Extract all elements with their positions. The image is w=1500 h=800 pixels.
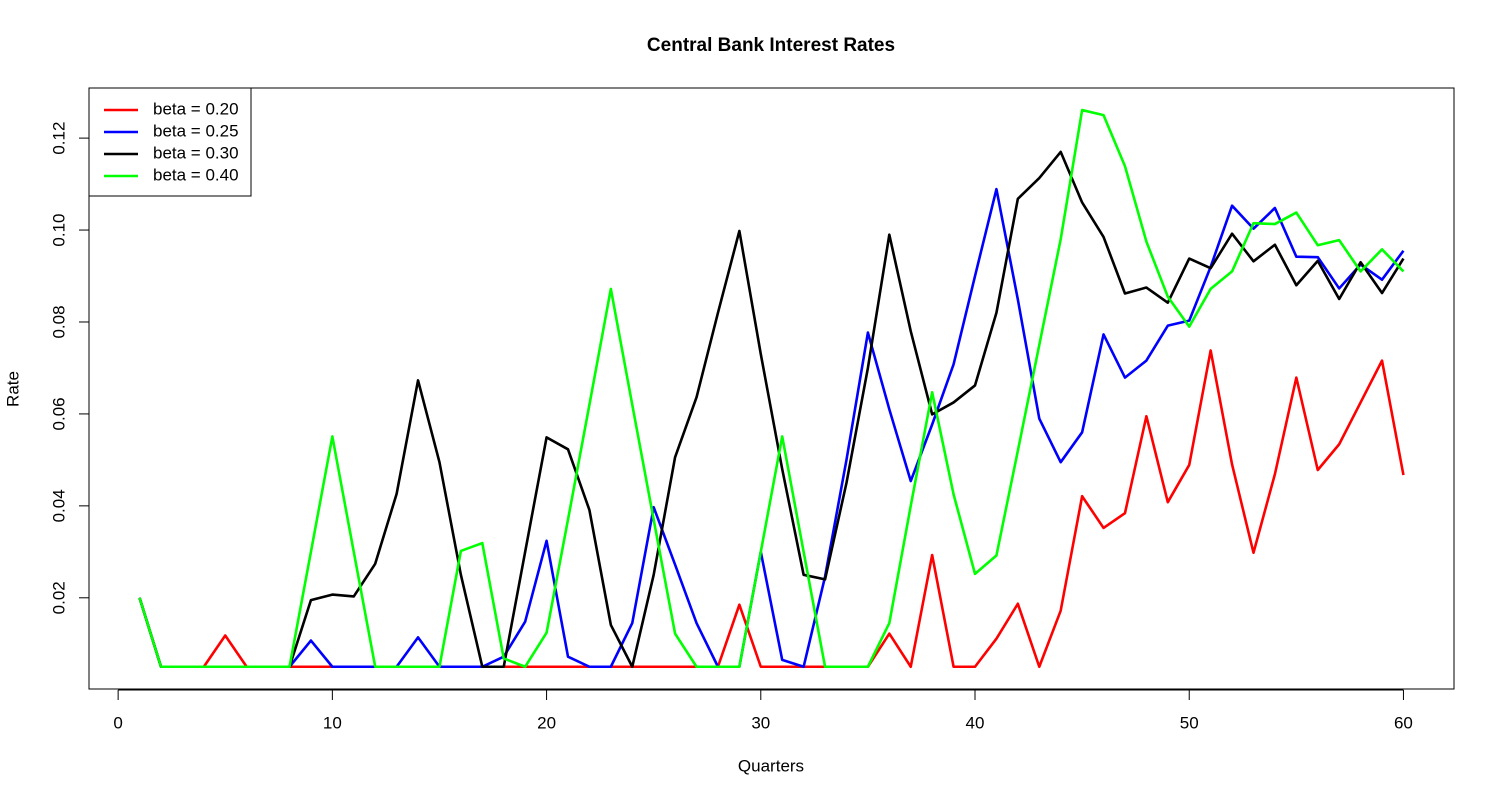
legend-label: beta = 0.40 xyxy=(153,165,239,184)
x-tick-label: 0 xyxy=(113,713,122,732)
chart-title: Central Bank Interest Rates xyxy=(647,35,895,56)
series-line xyxy=(138,349,1405,669)
x-tick-label: 20 xyxy=(537,713,556,732)
x-axis-label: Quarters xyxy=(738,756,804,775)
x-tick-label: 10 xyxy=(323,713,342,732)
legend-label: beta = 0.25 xyxy=(153,121,239,140)
legend-label: beta = 0.30 xyxy=(153,143,239,162)
y-tick-label: 0.04 xyxy=(49,489,68,522)
x-tick-label: 30 xyxy=(751,713,770,732)
x-tick-label: 60 xyxy=(1394,713,1413,732)
x-tick-label: 50 xyxy=(1180,713,1199,732)
series-line xyxy=(138,150,1405,669)
legend-box xyxy=(88,87,252,197)
y-tick-label: 0.08 xyxy=(49,305,68,338)
series-line xyxy=(138,187,1405,669)
y-tick-label: 0.02 xyxy=(49,581,68,614)
x-tick-label: 40 xyxy=(966,713,985,732)
plot-frame xyxy=(88,87,1455,690)
y-axis-label: Rate xyxy=(3,371,22,407)
y-tick-label: 0.06 xyxy=(49,397,68,430)
legend-label: beta = 0.20 xyxy=(153,99,239,118)
series-line xyxy=(138,108,1405,669)
y-tick-label: 0.12 xyxy=(49,122,68,155)
y-tick-label: 0.10 xyxy=(49,213,68,246)
